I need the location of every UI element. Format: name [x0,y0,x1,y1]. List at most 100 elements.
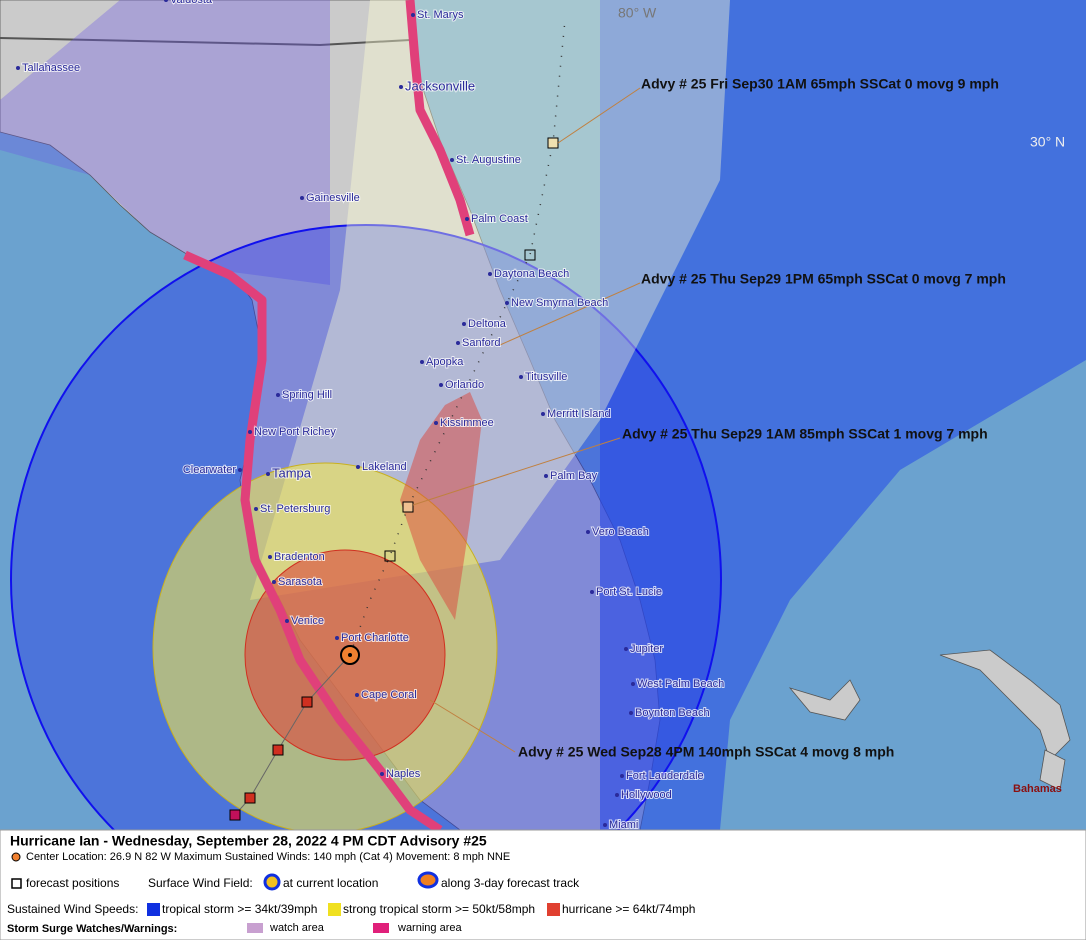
legend-text: warning area [397,922,462,934]
center-location: Center Location: 26.9 N 82 W Maximum Sus… [26,851,510,863]
wind-field-icon [263,873,281,891]
city-label: Bradenton [274,551,325,563]
city-label: St. Petersburg [260,503,330,515]
track-field-icon [417,871,439,889]
legend-text: tropical storm >= 34kt/39mph [162,902,317,916]
city-label: Spring Hill [282,389,332,401]
city-dot [399,85,403,89]
cone [250,0,730,600]
city-dot [465,217,469,221]
city-label: Port St. Lucie [596,586,662,598]
bahamas-islands [788,649,1071,791]
city-dot [624,647,628,651]
legend-text: watch area [269,922,325,934]
city-dot [603,823,607,827]
city-label: Vero Beach [592,526,649,538]
watch-swatch [247,923,263,933]
city-dot [439,383,443,387]
advisory-label: Advy # 25 Thu Sep29 1PM 65mph SSCat 0 mo… [641,271,1006,287]
city-dot [544,474,548,478]
city-dot [620,774,624,778]
legend-title: Hurricane Ian - Wednesday, September 28,… [10,833,487,849]
advisory-label: Advy # 25 Thu Sep29 1AM 85mph SSCat 1 mo… [622,426,988,442]
city-dot [356,465,360,469]
city-label: Deltona [468,318,507,330]
city-label: Jacksonville [405,78,475,93]
advisory-label: Advy # 25 Wed Sep28 4PM 140mph SSCat 4 m… [518,744,894,760]
city-dot [380,772,384,776]
forecast-icon [11,878,22,889]
ts-swatch [147,903,160,916]
city-label: Titusville [525,371,567,383]
city-dot [300,196,304,200]
city-dot [586,530,590,534]
city-dot [355,693,359,697]
city-label: Hollywood [621,789,672,801]
city-label: Jupiter [630,643,663,655]
ts-swath [600,0,1086,830]
city-dot [254,507,258,511]
city-label: Naples [386,768,421,780]
city-label: Gainesville [306,192,360,204]
legend-text: forecast positions [26,876,119,890]
bahamas-label: Bahamas [1013,783,1062,795]
forecast-positions [384,137,559,562]
city-dot [434,421,438,425]
legend-text: strong tropical storm >= 50kt/58mph [343,902,535,916]
city-label: Fort Lauderdale [626,770,704,782]
city-label: Apopka [426,356,464,368]
city-dot [238,468,242,472]
warning-swatch [373,923,389,933]
city-label: St. Augustine [456,154,521,166]
city-dot [631,682,635,686]
hurricane-swatch [547,903,560,916]
past-positions [229,696,313,821]
current-center-dot [348,653,352,657]
city-label: Tallahassee [22,62,80,74]
city-dot [248,430,252,434]
city-dot [456,341,460,345]
city-dot [420,360,424,364]
city-dot [450,158,454,162]
city-label: Miami [609,819,638,831]
legend-text: Sustained Wind Speeds: [7,902,138,916]
city-label: Boynton Beach [635,707,710,719]
city-dot [590,590,594,594]
city-label: Valdosta [170,0,213,6]
city-dot [268,555,272,559]
legend-text: hurricane >= 64kt/74mph [562,902,695,916]
city-label: Merritt Island [547,408,611,420]
advisory-label: Advy # 25 Fri Sep30 1AM 65mph SSCat 0 mo… [641,76,999,92]
city-dot [615,793,619,797]
city-dot [541,412,545,416]
city-dot [505,301,509,305]
city-label: Lakeland [362,461,407,473]
city-label: Venice [291,615,324,627]
city-label: Sarasota [278,576,323,588]
city-label: Kissimmee [440,417,494,429]
city-dot [266,472,270,476]
legend-text: Storm Surge Watches/Warnings: [7,923,177,935]
legend-text: at current location [283,876,378,890]
city-label: Daytona Beach [494,268,569,280]
city-dot [276,393,280,397]
hurricane-swath [400,392,482,620]
city-label: New Smyrna Beach [511,297,608,309]
city-dot [164,0,168,2]
advisory-leaders [412,87,641,753]
surge-warning [183,0,475,834]
ts-swath-land [0,0,370,285]
city-dot [629,711,633,715]
city-label: Port Charlotte [341,632,409,644]
city-dot [519,375,523,379]
city-label: Palm Bay [550,470,598,482]
legend-text: Surface Wind Field: [148,876,253,890]
city-dot [335,636,339,640]
legend-text: along 3-day forecast track [441,876,580,890]
city-dot [462,322,466,326]
sts-swatch [328,903,341,916]
city-dot [285,619,289,623]
city-label: Orlando [445,379,484,391]
city-label: St. Marys [417,9,464,21]
state-border [0,37,411,47]
